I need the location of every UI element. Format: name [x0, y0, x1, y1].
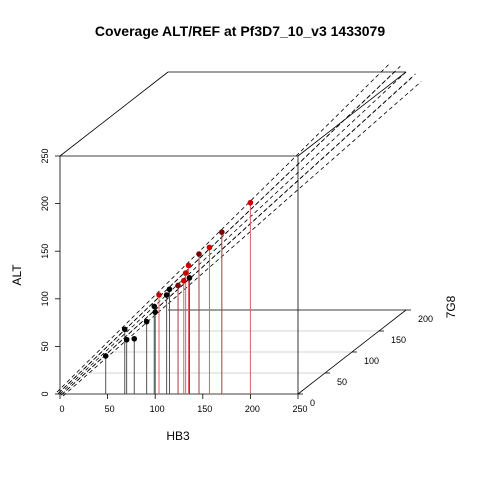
z-tick-label: 0	[40, 391, 50, 396]
reference-plane-line	[61, 73, 416, 395]
data-point	[166, 286, 173, 293]
data-point	[180, 277, 187, 284]
reference-plane-line	[57, 69, 397, 394]
z-tick-label: 50	[40, 341, 50, 351]
plot-box	[59, 71, 407, 395]
data-point	[219, 229, 225, 235]
x-tick-label: 100	[150, 404, 165, 414]
data-point	[163, 292, 170, 298]
data-point	[152, 309, 158, 315]
z-tick-label: 200	[40, 196, 50, 211]
box-edge	[297, 71, 407, 157]
x-tick-label: 250	[292, 404, 307, 414]
z-tick-label: 100	[40, 291, 50, 306]
data-point	[121, 326, 128, 333]
data-point	[182, 270, 189, 276]
box-edge	[59, 71, 169, 157]
data-point	[156, 292, 162, 298]
z-axis-label: ALT	[10, 264, 24, 286]
data-point	[247, 199, 254, 206]
y-tick-label: 150	[391, 335, 406, 345]
data-points	[102, 199, 254, 359]
data-point	[131, 335, 138, 342]
reference-plane-line	[62, 81, 422, 397]
reference-planes	[56, 62, 422, 397]
x-tick-label: 200	[245, 404, 260, 414]
reference-plane-line	[59, 71, 407, 395]
axis-ticks: 0 50 100 150 200 2500501001502002500501001502…	[40, 148, 433, 414]
reference-plane-line	[56, 62, 392, 393]
point-stems	[105, 202, 251, 394]
x-tick-label: 150	[197, 404, 212, 414]
data-point	[185, 262, 192, 269]
y-tick-label: 200	[418, 314, 433, 324]
data-point	[186, 275, 193, 281]
x-axis-label: HB3	[166, 429, 190, 443]
data-point	[206, 244, 213, 251]
data-point	[196, 251, 202, 257]
z-tick-label: 250	[40, 148, 50, 163]
y-tick-label: 100	[364, 356, 379, 366]
z-tick-label: 150	[40, 244, 50, 259]
y-tick-label: 0	[310, 398, 315, 408]
y-tick-label: 50	[337, 377, 347, 387]
data-point	[151, 303, 158, 310]
data-point	[143, 318, 150, 325]
y-axis-label: 7G8	[444, 295, 458, 318]
data-point	[175, 282, 181, 289]
data-point	[102, 353, 109, 359]
x-tick-label: 50	[105, 404, 115, 414]
back-grid	[87, 309, 406, 374]
x-tick-label: 0	[59, 404, 64, 414]
chart-title: Coverage ALT/REF at Pf3D7_10_v3 1433079	[95, 23, 385, 39]
data-point	[123, 336, 130, 343]
